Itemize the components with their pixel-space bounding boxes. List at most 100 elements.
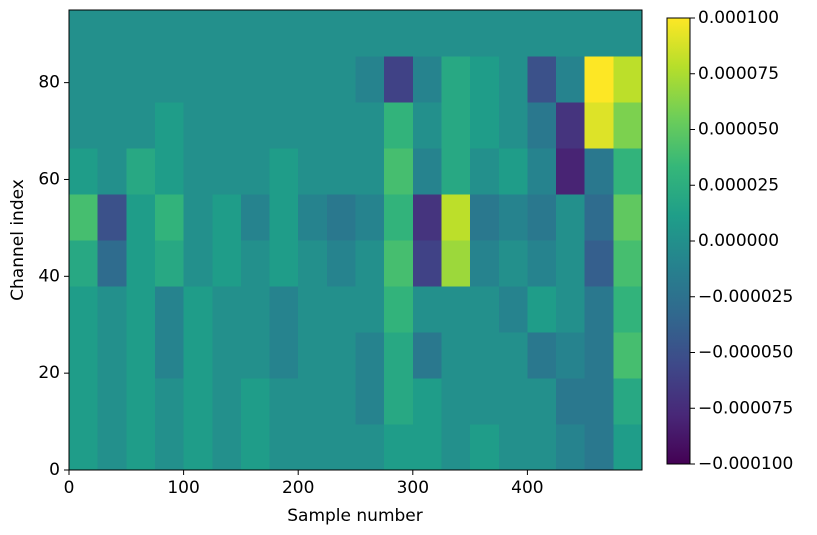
heatmap-cell — [441, 148, 471, 195]
heatmap-cell — [154, 240, 185, 287]
heatmap-cell — [384, 56, 414, 103]
heatmap-cell — [126, 286, 156, 333]
heatmap-cell — [556, 332, 586, 379]
heatmap-cell — [183, 148, 213, 195]
heatmap-cell — [441, 240, 471, 287]
heatmap-cell — [69, 286, 99, 333]
heatmap-cell — [584, 194, 614, 241]
heatmap-cell — [69, 332, 99, 379]
heatmap-cell — [384, 378, 414, 425]
heatmap-cell — [212, 240, 242, 287]
heatmap-cell — [69, 148, 99, 195]
heatmap-cell — [240, 148, 271, 195]
heatmap-cell — [384, 148, 414, 195]
heatmap-cell — [212, 10, 242, 57]
heatmap-cell — [441, 56, 471, 103]
heatmap-cell — [384, 286, 414, 333]
colorbar-tick-label: −0.000075 — [698, 398, 793, 418]
heatmap-cell — [527, 286, 557, 333]
x-axis-label: Sample number — [287, 506, 423, 526]
heatmap-cell — [326, 148, 357, 195]
heatmap-cell — [613, 240, 642, 287]
heatmap-cell — [97, 332, 127, 379]
heatmap-cell — [470, 332, 500, 379]
heatmap-cell — [384, 102, 414, 149]
heatmap-cell — [269, 102, 299, 149]
heatmap-cell — [498, 194, 528, 241]
heatmap-cell — [97, 56, 127, 103]
heatmap-cell — [154, 424, 185, 470]
heatmap-cell — [97, 148, 127, 195]
heatmap-cell — [212, 102, 242, 149]
heatmap-cell — [498, 10, 528, 57]
heatmap-cell — [441, 102, 471, 149]
heatmap-cell — [298, 424, 328, 470]
heatmap-cell — [584, 332, 614, 379]
heatmap-cell — [470, 286, 500, 333]
colorbar — [666, 17, 691, 465]
heatmap-cell — [69, 102, 99, 149]
heatmap-cell — [584, 424, 614, 470]
heatmap-cell — [126, 378, 156, 425]
heatmap-cell — [412, 102, 443, 149]
heatmap-cell — [212, 148, 242, 195]
heatmap-cell — [498, 56, 528, 103]
heatmap-cell — [355, 56, 385, 103]
heatmap-cell — [613, 148, 642, 195]
heatmap-cell — [498, 378, 528, 425]
heatmap-cell — [556, 56, 586, 103]
heatmap-cell — [69, 194, 99, 241]
heatmap-cell — [498, 148, 528, 195]
heatmap-cell — [384, 332, 414, 379]
heatmap-cell — [527, 332, 557, 379]
heatmap-cell — [412, 10, 443, 57]
heatmap-cell — [97, 102, 127, 149]
heatmap-cell — [355, 194, 385, 241]
heatmap-cell — [212, 378, 242, 425]
heatmap-cell — [384, 10, 414, 57]
heatmap-cell — [527, 56, 557, 103]
y-tick-label: 40 — [38, 266, 60, 286]
heatmap-cell — [470, 378, 500, 425]
heatmap-cell — [584, 56, 614, 103]
heatmap-cell — [498, 240, 528, 287]
heatmap-cell — [355, 148, 385, 195]
heatmap-cell — [326, 194, 357, 241]
heatmap-cell — [326, 56, 357, 103]
heatmap-cell — [355, 10, 385, 57]
colorbar-tick-label: −0.000025 — [698, 287, 793, 307]
heatmap-cell — [126, 148, 156, 195]
colorbar-tick-label: 0.000050 — [698, 120, 779, 140]
heatmap-cell — [584, 286, 614, 333]
heatmap-cell — [527, 424, 557, 470]
heatmap-cell — [441, 194, 471, 241]
heatmap-cell — [584, 240, 614, 287]
heatmap-cell — [269, 240, 299, 287]
heatmap-cell — [298, 10, 328, 57]
heatmap-cell — [298, 332, 328, 379]
heatmap-cell — [412, 148, 443, 195]
heatmap-cell — [183, 332, 213, 379]
heatmap-cell — [154, 56, 185, 103]
y-axis-label: Channel index — [8, 179, 28, 301]
heatmap-cell — [69, 424, 99, 470]
heatmap-cell — [240, 10, 271, 57]
heatmap-cell — [527, 10, 557, 57]
heatmap-cell — [470, 148, 500, 195]
heatmap-cell — [326, 102, 357, 149]
heatmap-cell — [183, 378, 213, 425]
x-tick-label: 200 — [282, 478, 314, 498]
heatmap-cell — [240, 424, 271, 470]
heatmap-cell — [412, 240, 443, 287]
heatmap-cell — [412, 424, 443, 470]
heatmap-cell — [556, 240, 586, 287]
heatmap-cell — [183, 194, 213, 241]
heatmap-cell — [527, 378, 557, 425]
heatmap-cell — [269, 378, 299, 425]
heatmap-cell — [556, 102, 586, 149]
heatmap-cell — [269, 194, 299, 241]
heatmap-cell — [498, 332, 528, 379]
heatmap-cell — [556, 194, 586, 241]
heatmap-cell — [498, 424, 528, 470]
